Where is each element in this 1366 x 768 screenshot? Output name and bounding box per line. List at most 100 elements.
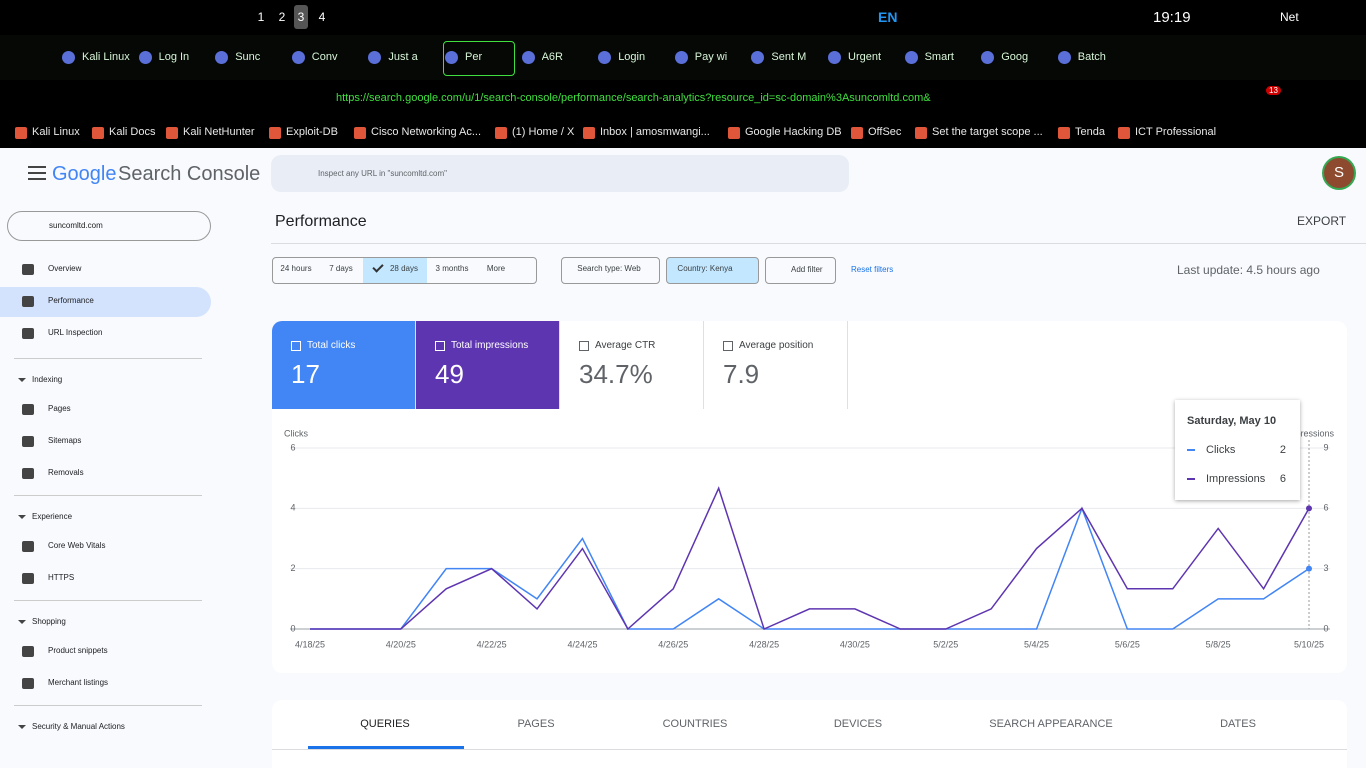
bookmark[interactable]: Google Hacking DB [745,126,842,138]
bookmark[interactable]: OffSec [868,126,902,138]
active-tab-indicator [308,746,464,749]
menu-icon[interactable] [28,166,46,168]
nav-item[interactable]: Core Web Vitals [48,541,106,550]
bookmark[interactable]: Tenda [1075,126,1105,138]
result-tab[interactable]: COUNTRIES [662,718,728,730]
tab-title[interactable]: Kali Linux [82,51,130,63]
metric-checkbox[interactable] [291,341,301,351]
active-tab[interactable] [443,41,515,76]
metric-label: Average position [739,340,814,351]
network[interactable]: Net [1280,10,1299,24]
avatar[interactable]: S [1324,158,1354,188]
result-tab[interactable]: DATES [1220,718,1256,730]
tab-icon [598,51,612,64]
extension-badge: 13 [1266,86,1281,95]
workspace[interactable]: 4 [318,10,326,24]
metric-checkbox[interactable] [579,341,589,351]
bookmark[interactable]: Kali Docs [109,126,156,138]
nav-item[interactable]: Merchant listings [48,678,109,687]
bookmark[interactable]: Exploit-DB [286,126,338,138]
tab-title[interactable]: Batch [1077,51,1106,63]
tab-title[interactable]: Goog [1001,51,1029,63]
bookmark[interactable]: Set the target scope ... [932,126,1043,138]
metric-card[interactable] [560,321,704,409]
bookmark[interactable]: Inbox | amosmwangi... [600,126,710,138]
nav-item[interactable]: URL Inspection [48,328,103,337]
metric-label: Total clicks [307,340,356,351]
tab-title[interactable]: Pay wi [694,51,728,63]
workspace[interactable]: 2 [278,10,286,24]
divider [14,495,202,496]
date-range[interactable]: More [486,264,506,273]
bookmark-icon [495,127,507,139]
metric-checkbox[interactable] [435,341,445,351]
workspace[interactable]: 3 [294,5,308,29]
nav-item[interactable]: HTTPS [48,573,75,582]
tab-title[interactable]: Per [465,51,483,63]
tab-title[interactable]: Just a [388,51,418,63]
nav-item[interactable]: Sitemaps [48,436,82,445]
property-selector[interactable] [7,211,211,241]
tab-title[interactable]: Log In [158,51,190,63]
tab-title[interactable]: Sent M [771,51,807,63]
tab-icon [828,51,841,64]
nav-section[interactable]: Shopping [32,617,66,626]
nav-section[interactable]: Experience [32,512,73,521]
metric-card[interactable] [416,321,560,409]
export-button[interactable]: EXPORT [1297,214,1347,228]
clock[interactable]: 19:19 [1153,9,1191,26]
result-tab[interactable]: PAGES [517,718,555,730]
date-range[interactable]: 24 hours [280,264,312,273]
bookmark[interactable]: Kali NetHunter [183,126,255,138]
filter-chip-text[interactable]: Search type: Web [577,264,641,273]
nav-item[interactable]: Performance [48,296,94,305]
nav-item[interactable]: Overview [48,264,82,273]
tab-title[interactable]: A6R [541,51,563,63]
tab-icon [674,51,688,64]
metric-card[interactable] [272,321,416,409]
metric-checkbox[interactable] [723,341,733,351]
nav-icon [22,541,34,552]
keyboard-layout[interactable]: EN [878,9,898,25]
tab-title[interactable]: Sunc [235,51,261,63]
metric-card[interactable] [704,321,848,409]
metric-value: 49 [435,359,464,389]
tab-title[interactable]: Urgent [848,51,882,63]
metric-label: Total impressions [451,340,529,351]
tab-title[interactable]: Conv [311,51,338,63]
date-range[interactable]: 28 days [389,264,419,273]
search-type-filter[interactable] [561,257,660,284]
tab-icon [291,51,305,64]
filter-chip-text[interactable]: Country: Kenya [677,264,733,273]
table-card [272,700,1347,768]
bookmark[interactable]: ICT Professional [1135,126,1217,138]
workspace[interactable]: 1 [257,10,265,24]
nav-item[interactable]: Removals [48,468,84,477]
result-tab[interactable]: SEARCH APPEARANCE [989,718,1113,730]
url-text[interactable]: https://search.google.com/u/1/search-con… [336,92,931,104]
bookmark-icon [1058,127,1070,139]
tooltip-swatch [1187,449,1195,451]
bookmark-icon [354,127,366,139]
bookmark-icon [583,127,595,139]
tab-title[interactable]: Smart [924,51,954,63]
bookmark[interactable]: Kali Linux [32,126,80,138]
result-tab[interactable]: DEVICES [833,718,883,730]
date-range[interactable]: 3 months [435,264,469,273]
date-range[interactable]: 7 days [329,264,353,273]
result-tab[interactable]: QUERIES [360,718,410,730]
bookmark[interactable]: Cisco Networking Ac... [371,126,482,138]
nav-section[interactable]: Indexing [32,375,63,384]
bookmark[interactable]: (1) Home / X [512,126,575,138]
country-filter[interactable] [666,257,759,284]
tab-title[interactable]: Login [618,51,646,63]
reset-filters[interactable]: Reset filters [851,265,894,274]
nav-icon [22,646,34,657]
url-inspect-box[interactable] [271,155,849,192]
nav-item[interactable]: Product snippets [48,646,108,655]
nav-section[interactable]: Security & Manual Actions [32,722,125,731]
nav-item[interactable]: Pages [48,404,71,413]
nav-icon [22,264,34,275]
add-filter-button[interactable] [765,257,836,284]
